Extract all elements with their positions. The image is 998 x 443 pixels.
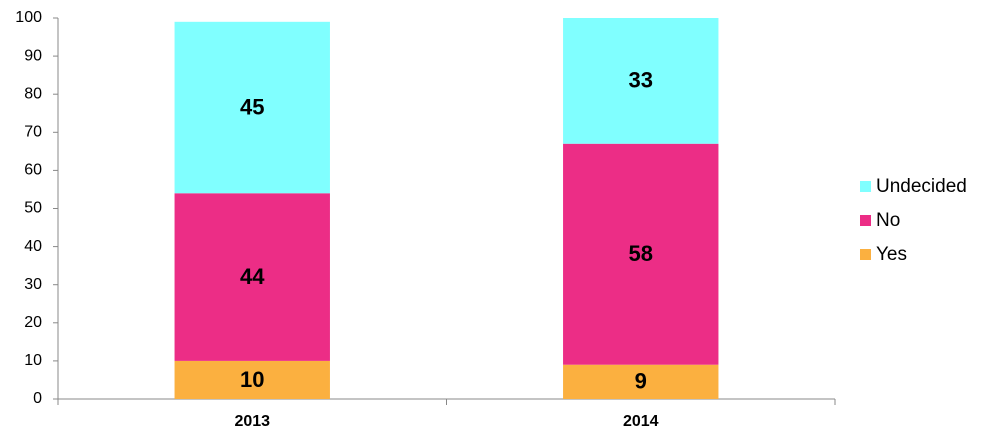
y-tick-label: 20 xyxy=(24,314,42,331)
y-tick-label: 0 xyxy=(33,390,42,407)
legend-swatch xyxy=(860,181,871,192)
legend-swatch xyxy=(860,215,871,226)
y-tick-label: 50 xyxy=(24,200,42,217)
legend-swatch xyxy=(860,249,871,260)
y-tick-label: 40 xyxy=(24,238,42,255)
bar-segment xyxy=(174,21,330,194)
y-tick-label: 80 xyxy=(24,85,42,102)
bar-segment xyxy=(563,18,719,144)
legend-label: No xyxy=(876,210,900,231)
bar-segment xyxy=(174,360,330,399)
data-label: 58 xyxy=(629,241,653,266)
bar-segment xyxy=(563,143,719,365)
y-tick-label: 30 xyxy=(24,276,42,293)
data-label: 45 xyxy=(240,94,264,119)
y-tick-label: 90 xyxy=(24,47,42,64)
bar-segment xyxy=(563,364,719,399)
legend-label: Yes xyxy=(876,244,907,265)
data-label: 9 xyxy=(635,369,647,394)
legend-label: Undecided xyxy=(876,176,967,197)
bar-segment xyxy=(174,193,330,361)
data-label: 44 xyxy=(240,264,265,289)
data-label: 10 xyxy=(240,367,264,392)
y-tick-label: 60 xyxy=(24,162,42,179)
x-tick-label: 2013 xyxy=(234,413,270,430)
x-tick-label: 2014 xyxy=(623,413,659,430)
y-tick-label: 70 xyxy=(24,124,42,141)
data-label: 33 xyxy=(629,68,653,93)
y-tick-label: 100 xyxy=(15,9,42,26)
y-tick-label: 10 xyxy=(24,352,42,369)
